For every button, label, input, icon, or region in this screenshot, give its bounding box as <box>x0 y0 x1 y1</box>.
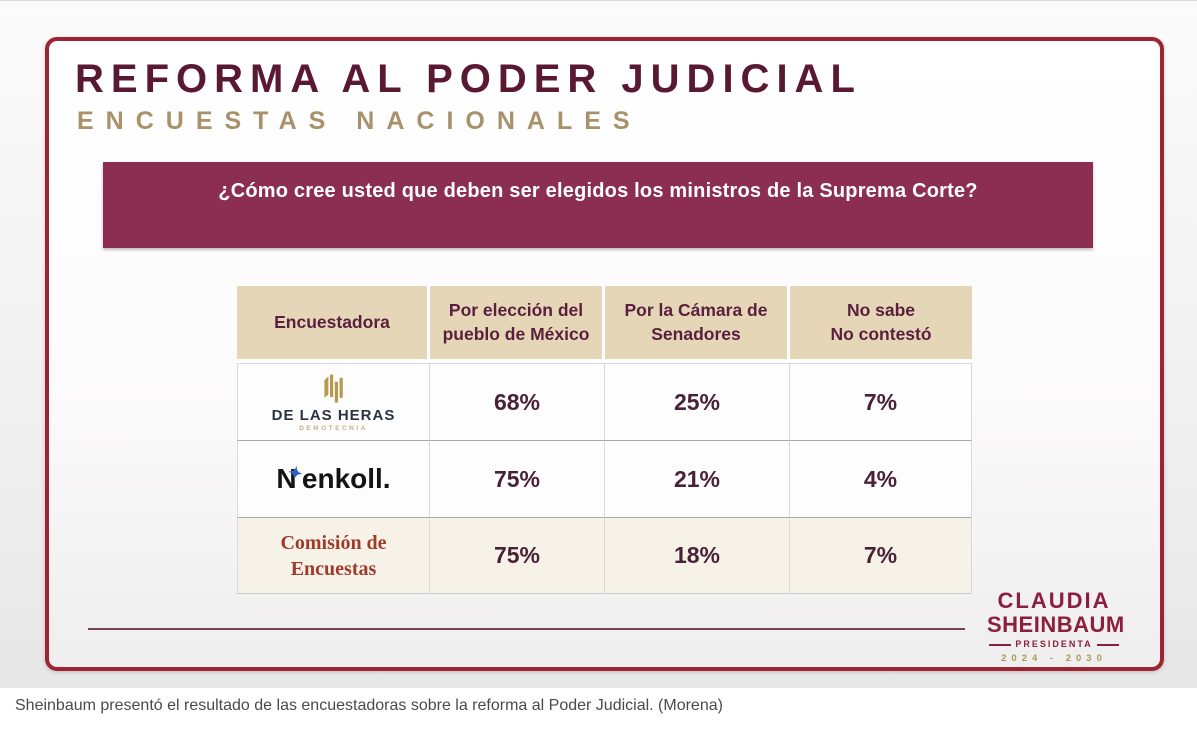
branding-title: PRESIDENTA <box>1015 639 1093 649</box>
value-cell: 75% <box>430 440 605 517</box>
de-las-heras-icon <box>323 374 343 403</box>
question-text: ¿Cómo cree usted que deben ser elegidos … <box>218 180 978 202</box>
column-header-camara-senadores: Por la Cámara de Senadores <box>605 286 790 363</box>
value-cell: 21% <box>605 440 790 517</box>
pollster-cell-de-las-heras: DE LAS HERAS DEMOTECNIA <box>237 363 430 440</box>
presidenta-rule-right <box>1096 643 1119 646</box>
value-cell: 25% <box>605 363 790 440</box>
survey-table: Encuestadora Por elección del pueblo de … <box>237 286 972 594</box>
column-header-encuestadora: Encuestadora <box>237 286 430 363</box>
value-cell: 7% <box>790 517 972 594</box>
column-header-no-sabe: No sabe No contestó <box>790 286 972 363</box>
sheinbaum-logo: CLAUDIA SHEINBAUM PRESIDENTA 2024 - 2030 <box>987 588 1125 664</box>
slide-subtitle: ENCUESTAS NACIONALES <box>77 107 642 135</box>
pollster-name: DE LAS HERAS <box>271 406 396 424</box>
de-las-heras-logo: DE LAS HERAS DEMOTECNIA <box>272 373 396 432</box>
branding-name-line1: CLAUDIA <box>997 588 1111 613</box>
value-cell: 7% <box>790 363 972 440</box>
value-cell: 75% <box>430 517 605 594</box>
pollster-cell-enkoll: N ✦ enkoll. <box>237 440 430 517</box>
value-cell: 4% <box>790 440 972 517</box>
enkoll-spark-icon: ✦ <box>286 462 304 485</box>
value-cell: 68% <box>430 363 605 440</box>
pollster-cell-comision: Comisión de Encuestas <box>237 517 430 594</box>
branding-years: 2024 - 2030 <box>1001 653 1107 664</box>
comision-encuestas-label: Comisión de Encuestas <box>280 531 387 580</box>
slide-background: REFORMA AL PODER JUDICIAL ENCUESTAS NACI… <box>0 0 1197 688</box>
question-banner: ¿Cómo cree usted que deben ser elegidos … <box>103 162 1093 248</box>
slide-title: REFORMA AL PODER JUDICIAL <box>75 57 862 101</box>
column-header-por-eleccion: Por elección del pueblo de México <box>430 286 605 363</box>
presidenta-rule-left <box>989 643 1012 646</box>
image-caption: Sheinbaum presentó el resultado de las e… <box>15 697 723 714</box>
branding-title-row: PRESIDENTA <box>987 640 1121 649</box>
value-cell: 18% <box>605 517 790 594</box>
divider-line <box>88 628 965 630</box>
slide-card: REFORMA AL PODER JUDICIAL ENCUESTAS NACI… <box>45 37 1164 671</box>
enkoll-logo: N ✦ enkoll. <box>276 462 391 494</box>
pollster-subname: DEMOTECNIA <box>299 424 368 432</box>
branding-name-line2: SHEINBAUM <box>987 612 1125 637</box>
